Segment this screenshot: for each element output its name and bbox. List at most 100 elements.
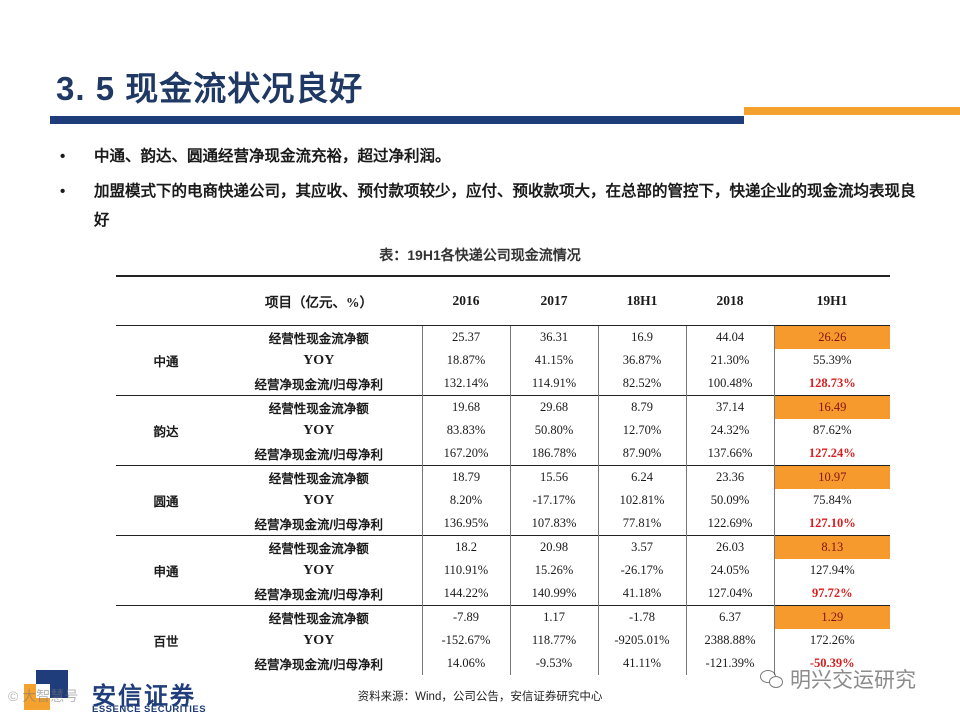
value-cell: 82.52% xyxy=(597,372,686,396)
value-cell: 87.62% xyxy=(773,419,890,442)
item-label: YOY xyxy=(303,492,335,508)
value-cell: 172.26% xyxy=(773,629,890,652)
value-cell: 50.09% xyxy=(685,489,774,512)
table-row: YOY 8.20% -17.17% 102.81% 50.09% 75.84% xyxy=(116,489,890,512)
value-cell: 110.91% xyxy=(421,559,510,582)
value-cell: 15.56 xyxy=(509,465,598,489)
value-cell: -26.17% xyxy=(597,559,686,582)
value-cell: 41.11% xyxy=(597,652,686,675)
value-cell: 167.20% xyxy=(421,442,510,466)
header-18h1: 18H1 xyxy=(598,275,686,326)
header-company xyxy=(116,275,216,326)
table-row: 圆通 经营性现金流净额 18.79 15.56 6.24 23.36 10.97 xyxy=(116,465,890,536)
slide-title: 3. 5 现金流状况良好 xyxy=(56,70,364,107)
company-name: 申通 xyxy=(116,535,216,606)
value-cell: 140.99% xyxy=(509,582,598,606)
bullet-marker: • xyxy=(60,148,66,165)
value-cell: 23.36 xyxy=(685,465,774,489)
value-cell: 37.14 xyxy=(685,395,774,419)
item-label: 经营性现金流净额 xyxy=(216,395,422,419)
table-row: 经营净现金流/归母净利 132.14% 114.91% 82.52% 100.48% 12… xyxy=(116,372,890,396)
value-cell: 15.26% xyxy=(509,559,598,582)
value-cell: 107.83% xyxy=(509,512,598,536)
value-cell: 136.95% xyxy=(421,512,510,536)
value-cell: 1.17 xyxy=(509,605,598,629)
value-cell: 41.18% xyxy=(597,582,686,606)
header-item: 项目（亿元、%） xyxy=(216,275,422,326)
table-row: YOY 83.83% 50.80% 12.70% 24.32% 87.62% xyxy=(116,419,890,442)
value-cell: 186.78% xyxy=(509,442,598,466)
table-row: 经营净现金流/归母净利 136.95% 107.83% 77.81% 122.69% 12… xyxy=(116,512,890,536)
header-19h1: 19H1 xyxy=(774,275,890,326)
table-header-row: 项目（亿元、%） 2016 2017 18H1 2018 19H1 xyxy=(116,275,890,326)
item-label: 经营净现金流/归母净利 xyxy=(254,448,383,462)
value-cell: 16.49 xyxy=(773,395,890,419)
item-label: YOY xyxy=(303,632,335,648)
cash-flow-table: 项目（亿元、%） 2016 2017 18H1 2018 19H1 中通 经营性现… xyxy=(116,275,890,675)
value-cell: 14.06% xyxy=(421,652,510,675)
value-cell: 19.68 xyxy=(421,395,510,419)
value-cell: 44.04 xyxy=(685,325,774,349)
value-cell: -9.53% xyxy=(509,652,598,675)
item-label: 经营性现金流净额 xyxy=(216,605,422,629)
title-underline-blue xyxy=(50,116,744,124)
value-cell: 2388.88% xyxy=(685,629,774,652)
table-row: YOY 110.91% 15.26% -26.17% 24.05% 127.94% xyxy=(116,559,890,582)
value-cell: 132.14% xyxy=(421,372,510,396)
bullet-item: • 中通、韵达、圆通经营净现金流充裕，超过净利润。 xyxy=(60,142,920,171)
value-cell: 55.39% xyxy=(773,349,890,372)
bullet-text: 加盟模式下的电商快递公司，其应收、预付款项较少，应付、预收款项大，在总部的管控下… xyxy=(94,183,916,229)
logo-icon xyxy=(24,670,68,710)
value-cell: 26.03 xyxy=(685,535,774,559)
value-cell: 114.91% xyxy=(509,372,598,396)
value-cell: 122.69% xyxy=(685,512,774,536)
value-cell: -121.39% xyxy=(685,652,774,675)
item-label: 经营净现金流/归母净利 xyxy=(254,658,383,672)
value-cell: -7.89 xyxy=(421,605,510,629)
value-cell: 87.90% xyxy=(597,442,686,466)
value-cell: 24.05% xyxy=(685,559,774,582)
company-name: 韵达 xyxy=(116,395,216,466)
value-cell: 127.94% xyxy=(773,559,890,582)
value-cell: -50.39% xyxy=(773,652,890,675)
logo-english: ESSENCE SECURITIES xyxy=(92,704,207,715)
bullet-marker: • xyxy=(60,183,66,200)
value-cell: 77.81% xyxy=(597,512,686,536)
value-cell: 18.79 xyxy=(421,465,510,489)
value-cell: 24.32% xyxy=(685,419,774,442)
value-cell: 75.84% xyxy=(773,489,890,512)
value-cell: 21.30% xyxy=(685,349,774,372)
header-2016: 2016 xyxy=(422,275,510,326)
table-row: 中通 经营性现金流净额 25.37 36.31 16.9 44.04 26.26 xyxy=(116,325,890,396)
company-name: 百世 xyxy=(116,605,216,675)
value-cell: -17.17% xyxy=(509,489,598,512)
table-row: 韵达 经营性现金流净额 19.68 29.68 8.79 37.14 16.49 xyxy=(116,395,890,466)
table-row: 申通 经营性现金流净额 18.2 20.98 3.57 26.03 8.13 xyxy=(116,535,890,606)
value-cell: 29.68 xyxy=(509,395,598,419)
value-cell: 127.10% xyxy=(773,512,890,536)
title-underline-orange xyxy=(744,107,960,115)
value-cell: 97.72% xyxy=(773,582,890,606)
wechat-icon xyxy=(760,670,784,688)
item-label: 经营净现金流/归母净利 xyxy=(254,588,383,602)
header-2018: 2018 xyxy=(686,275,774,326)
item-label: 经营性现金流净额 xyxy=(216,325,422,349)
item-label: YOY xyxy=(303,422,335,438)
table-row: 经营净现金流/归母净利 167.20% 186.78% 87.90% 137.66% 12… xyxy=(116,442,890,466)
item-label: 经营净现金流/归母净利 xyxy=(254,518,383,532)
value-cell: 100.48% xyxy=(685,372,774,396)
value-cell: 50.80% xyxy=(509,419,598,442)
bullet-item: • 加盟模式下的电商快递公司，其应收、预付款项较少，应付、预收款项大，在总部的管… xyxy=(60,177,920,235)
value-cell: -1.78 xyxy=(597,605,686,629)
item-label: 经营性现金流净额 xyxy=(216,535,422,559)
header-2017: 2017 xyxy=(510,275,598,326)
value-cell: 6.24 xyxy=(597,465,686,489)
value-cell: 36.31 xyxy=(509,325,598,349)
value-cell: 8.13 xyxy=(773,535,890,559)
value-cell: 144.22% xyxy=(421,582,510,606)
value-cell: 20.98 xyxy=(509,535,598,559)
value-cell: 127.04% xyxy=(685,582,774,606)
value-cell: 128.73% xyxy=(773,372,890,396)
table-caption: 表：19H1各快递公司现金流情况 xyxy=(379,247,581,263)
value-cell: 12.70% xyxy=(597,419,686,442)
